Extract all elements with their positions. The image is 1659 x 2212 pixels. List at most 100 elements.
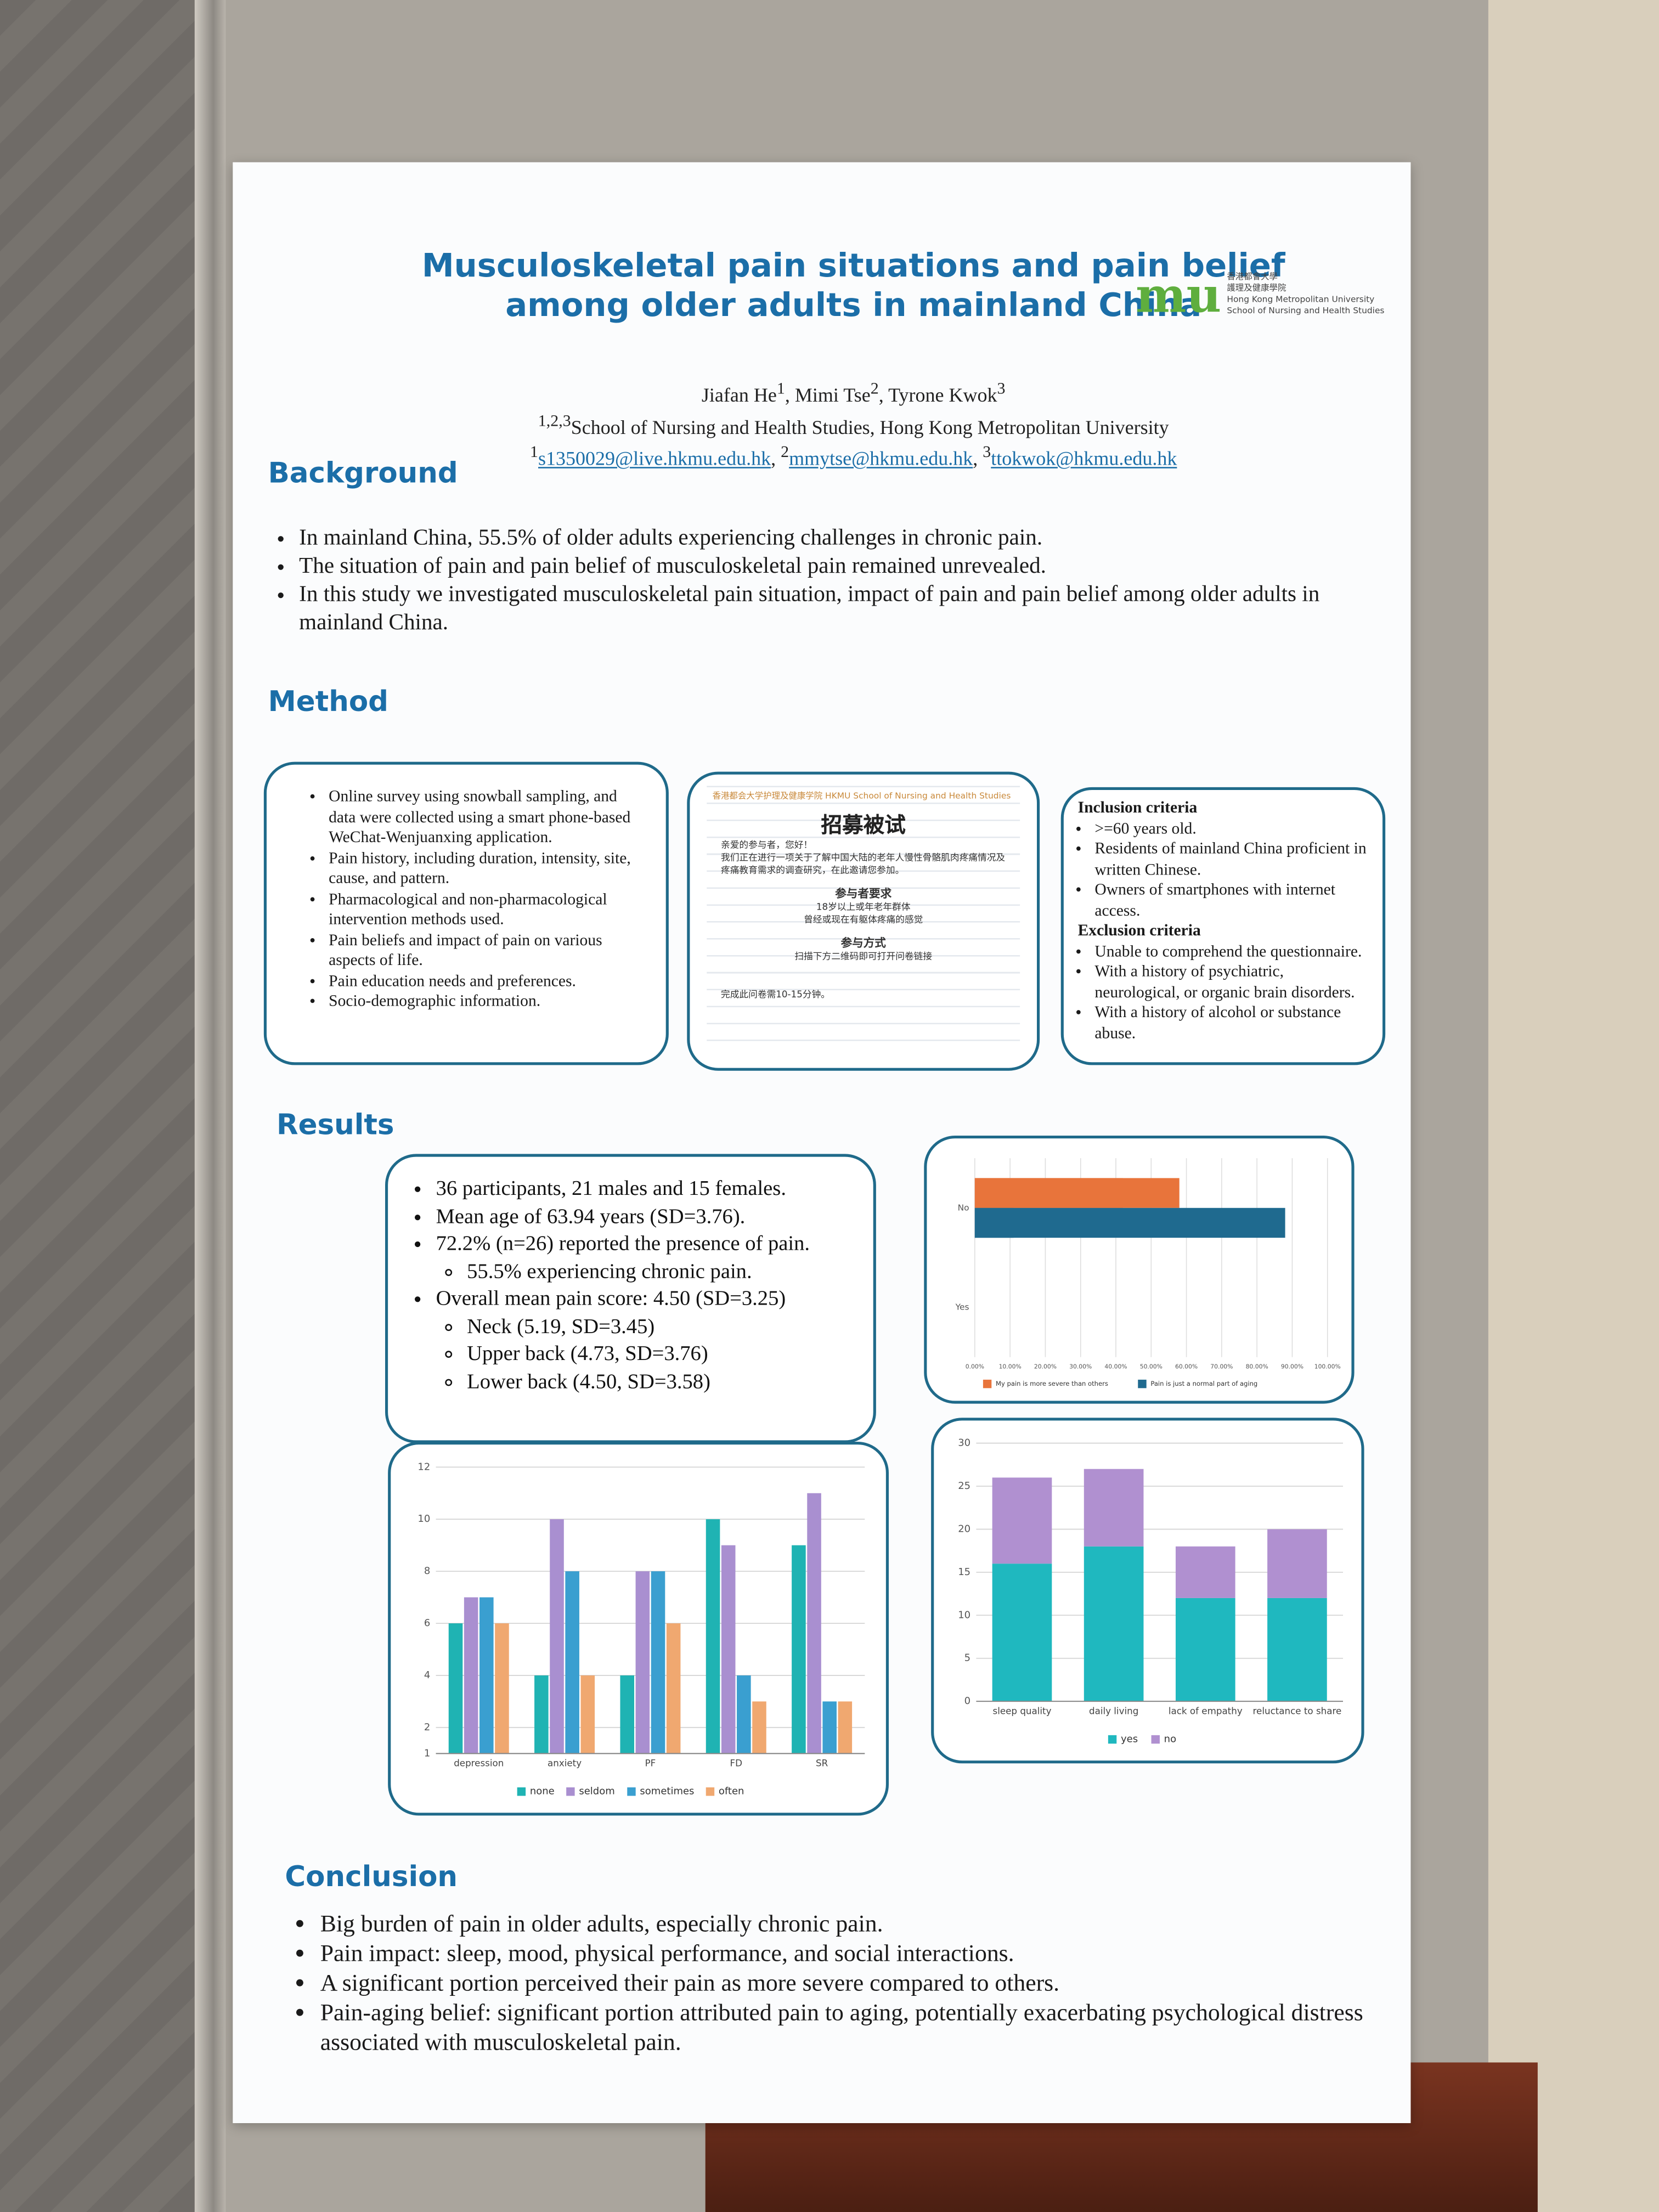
bar (580, 1675, 595, 1754)
flyer-box: 香港都会大学护理及健康学院 HKMU School of Nursing and… (687, 771, 1040, 1071)
bar-segment (1175, 1546, 1235, 1598)
x-tick-label: PF (645, 1757, 656, 1768)
x-tick-label: anxiety (548, 1757, 582, 1768)
bar-segment (1084, 1546, 1144, 1702)
bullet: A significant portion perceived their pa… (320, 1968, 1364, 1997)
x-tick-label: 60.00% (1175, 1363, 1198, 1370)
y-tick-label: 12 (417, 1461, 430, 1472)
x-tick-label: FD (730, 1757, 742, 1768)
bullet: Pharmacological and non-pharmacological … (329, 889, 646, 930)
x-tick-label: lack of empathy (1169, 1705, 1243, 1716)
bullet: In mainland China, 55.5% of older adults… (299, 525, 1385, 553)
bar (974, 1207, 1285, 1238)
y-tick-label: 10 (417, 1513, 430, 1525)
bullet: In this study we investigated musculoske… (299, 581, 1385, 637)
x-tick-label: SR (816, 1757, 828, 1768)
bullet: Residents of mainland China proficient i… (1094, 839, 1368, 881)
bar (792, 1545, 806, 1754)
y-tick-label: Yes (955, 1302, 969, 1312)
bar-segment (1267, 1598, 1327, 1702)
bar (635, 1571, 650, 1754)
y-tick-label: 25 (958, 1480, 970, 1492)
bullet-list: In mainland China, 55.5% of older adults… (268, 525, 1386, 638)
wall (0, 0, 195, 2212)
bullet-text: Mean age of 63.94 years (SD=3.76). (436, 1205, 746, 1228)
bullet-text: Overall mean pain score: 4.50 (SD=3.25) (436, 1288, 786, 1311)
y-tick-label: 5 (964, 1652, 970, 1664)
email: ttokwok@hkmu.edu.hk (991, 450, 1177, 471)
legend-label: Pain is just a normal part of aging (1150, 1380, 1257, 1387)
superscript: 3 (983, 443, 991, 462)
x-tick-label: sleep quality (993, 1705, 1052, 1716)
legend-swatch (1108, 1735, 1117, 1744)
flyer-title: 招募被试 (821, 812, 906, 838)
bullet: Mean age of 63.94 years (SD=3.76). (436, 1204, 859, 1232)
x-tick-label: 10.00% (999, 1363, 1022, 1370)
logo-line: 護理及健康學院 (1227, 283, 1286, 294)
bar (448, 1623, 463, 1754)
chart-box: 0.00% 10.00% 20.00% 30.00% 40.00% 50.00% 60.00… (924, 1136, 1355, 1404)
email: mmytse@hkmu.edu.hk (789, 450, 973, 471)
chart-box: 0 5 10 15 20 25 30 sleep quality daily living lac… (931, 1418, 1364, 1764)
separator: , (771, 450, 781, 471)
bar (807, 1493, 821, 1754)
separator: , (878, 386, 889, 408)
results-box: 36 participants, 21 males and 15 females… (385, 1154, 876, 1443)
bullet: Online survey using snowball sampling, a… (329, 787, 646, 849)
bullet: Upper back (4.73, SD=3.76) (467, 1341, 859, 1369)
bullet: 55.5% experiencing chronic pain. (467, 1259, 859, 1286)
bar-segment (992, 1564, 1052, 1702)
flyer-subheading: 参与方式 (840, 936, 886, 950)
bullet-list: >=60 years old.Residents of mainland Chi… (1078, 819, 1369, 921)
superscript: 2 (870, 379, 879, 398)
superscript: 1 (530, 443, 538, 462)
section-heading: Method (268, 684, 388, 718)
sub-list: Neck (5.19, SD=3.45)Upper back (4.73, SD… (436, 1314, 859, 1396)
logo-mark: mu (1136, 268, 1222, 325)
legend-swatch (1138, 1379, 1147, 1389)
chart-box: 1 2 4 6 8 10 12 depression anxiety PF FD SR none seld… (388, 1442, 889, 1816)
y-tick-label: 4 (424, 1669, 430, 1681)
bar (752, 1701, 766, 1754)
bullet: Pain education needs and preferences. (329, 971, 646, 991)
poster: Musculoskeletal pain situations and pain… (233, 162, 1411, 2123)
superscript: 1 (776, 379, 785, 398)
flyer-text: 曾经或现在有躯体疼痛的感觉 (804, 914, 923, 926)
bullet: Pain impact: sleep, mood, physical perfo… (320, 1938, 1364, 1968)
bullet: Neck (5.19, SD=3.45) (467, 1314, 859, 1341)
y-tick-label: 10 (958, 1609, 970, 1621)
flyer-header: 香港都会大学护理及健康学院 HKMU School of Nursing and… (712, 791, 1011, 802)
x-tick-label: 50.00% (1140, 1363, 1163, 1370)
x-tick-label: 20.00% (1034, 1363, 1057, 1370)
logo: mu 香港都會大學 護理及健康學院 Hong Kong Metropolitan U… (1136, 272, 1404, 320)
superscript: 2 (781, 443, 789, 462)
bullet: Overall mean pain score: 4.50 (SD=3.25) N… (436, 1286, 859, 1397)
bar (479, 1597, 494, 1754)
flyer-text: 扫描下方二维码即可打开问卷链接 (794, 951, 933, 962)
x-tick-label: depression (454, 1757, 504, 1768)
bar (974, 1178, 1180, 1208)
bar (534, 1675, 549, 1754)
flyer: 香港都会大学护理及健康学院 HKMU School of Nursing and… (707, 786, 1020, 1057)
legend-swatch (627, 1787, 636, 1796)
bar (565, 1571, 579, 1754)
separator: , (785, 386, 795, 408)
y-tick-label: 15 (958, 1566, 970, 1578)
x-tick-label: 90.00% (1281, 1363, 1304, 1370)
legend-label: no (1164, 1734, 1176, 1745)
bullet: 36 participants, 21 males and 15 females… (436, 1177, 859, 1204)
poster-title: Musculoskeletal pain situations and pain… (421, 248, 1285, 325)
legend-swatch (1151, 1735, 1160, 1744)
x-tick-label: 100.00% (1314, 1363, 1341, 1370)
bar (666, 1623, 681, 1754)
legend-swatch (706, 1787, 715, 1796)
bar (737, 1675, 751, 1754)
bullet-list: Big burden of pain in older adults, espe… (289, 1909, 1364, 2057)
bar-segment (1084, 1469, 1144, 1547)
legend-swatch (517, 1787, 526, 1796)
frame (194, 0, 226, 2212)
section-heading: Conclusion (285, 1859, 458, 1893)
